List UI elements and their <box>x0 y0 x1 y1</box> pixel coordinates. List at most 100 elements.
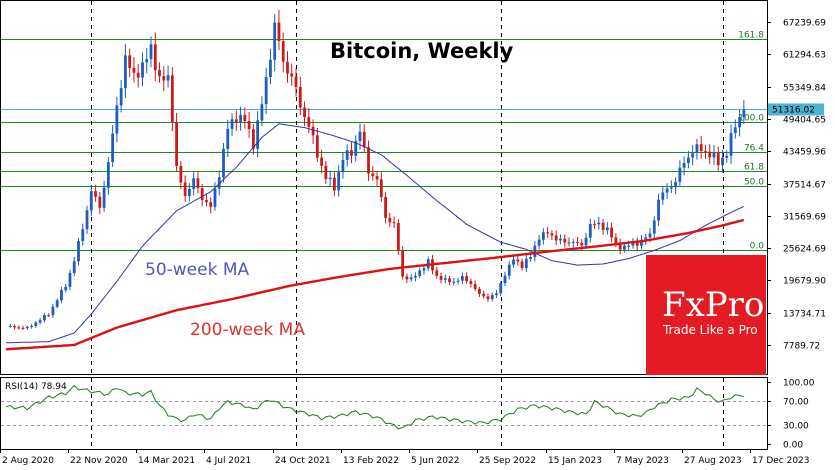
candle-body-67 <box>290 73 294 77</box>
candle-body-85 <box>367 147 370 174</box>
candle-body-105 <box>452 281 456 283</box>
candle-body-68 <box>294 76 298 88</box>
candle-body-162 <box>695 144 699 154</box>
candle-body-69 <box>298 87 302 108</box>
fib-label-61.8: 61.8 <box>744 163 764 173</box>
candle-body-128 <box>550 233 554 236</box>
x-tick-label-4: 24 Oct 2021 <box>275 456 331 466</box>
candle-body-9 <box>42 315 46 321</box>
candle-body-155 <box>665 188 669 193</box>
candle-body-91 <box>392 222 396 224</box>
plot-frame <box>0 0 768 375</box>
candle-body-54 <box>234 119 238 123</box>
candle-body-122 <box>524 258 528 269</box>
candle-body-39 <box>170 75 174 123</box>
candle-body-96 <box>414 275 417 278</box>
candle-body-10 <box>47 315 51 317</box>
candle-body-103 <box>443 278 447 280</box>
current-price-tag: 51316.02 <box>768 103 824 116</box>
y-tick-label-10: 7789.72 <box>783 342 820 352</box>
candle-body-166 <box>712 152 716 158</box>
candle-body-79 <box>341 160 345 173</box>
fib-label-76.4: 76.4 <box>744 144 764 154</box>
candle-body-41 <box>179 165 183 183</box>
candle-body-16 <box>72 261 76 274</box>
fib-label-50.0: 50.0 <box>744 178 764 188</box>
candle-body-117 <box>503 275 507 284</box>
candle-body-138 <box>593 224 596 226</box>
candle-body-127 <box>546 232 550 234</box>
candle-body-168 <box>721 157 724 166</box>
candle-body-141 <box>605 227 609 231</box>
candle-body-78 <box>337 172 341 191</box>
rsi-line <box>5 384 744 430</box>
candle-body-156 <box>669 187 673 189</box>
candle-body-40 <box>175 122 178 166</box>
candle-body-129 <box>554 235 558 241</box>
candle-body-152 <box>652 220 656 234</box>
candle-body-49 <box>213 188 217 207</box>
time-axis: 2 Aug 2020 22 Nov 2020 14 Mar 2021 4 Jul 20… <box>0 449 810 466</box>
candle-body-34 <box>149 44 153 60</box>
x-tick-label-1: 22 Nov 2020 <box>70 456 128 466</box>
candle-body-102 <box>439 275 443 280</box>
candle-body-112 <box>482 293 486 297</box>
candle-body-140 <box>601 222 605 231</box>
candle-body-82 <box>354 141 358 156</box>
candle-body-106 <box>456 280 460 282</box>
candle-body-75 <box>324 165 328 180</box>
candle-body-64 <box>277 22 281 42</box>
candle-body-57 <box>247 121 251 130</box>
candle-body-167 <box>716 152 720 166</box>
candle-body-153 <box>657 199 660 221</box>
candle-body-31 <box>136 72 140 78</box>
candle-body-42 <box>183 182 187 196</box>
candle-body-74 <box>320 157 324 166</box>
candle-body-107 <box>460 276 464 281</box>
candle-body-15 <box>68 273 72 287</box>
candle-body-3 <box>17 327 21 329</box>
candle-body-35 <box>153 44 157 71</box>
moving-averages <box>5 123 745 351</box>
candle-body-132 <box>567 242 571 244</box>
candle-body-19 <box>85 210 89 230</box>
price-axis: 67239.69 61294.63 55349.84 49404.65 43459.96… <box>767 19 826 352</box>
candle-body-170 <box>729 133 733 156</box>
candle-body-46 <box>200 188 204 201</box>
candle-body-21 <box>94 191 97 197</box>
candle-body-8 <box>38 320 42 323</box>
candle-body-30 <box>132 67 136 73</box>
candle-body-52 <box>226 128 230 149</box>
candle-body-59 <box>256 120 260 149</box>
candle-body-27 <box>119 88 123 106</box>
candle-body-23 <box>102 187 106 208</box>
fib-label-0.0: 0.0 <box>750 242 765 252</box>
candle-body-81 <box>350 150 353 156</box>
candle-body-160 <box>687 157 690 164</box>
logo-background <box>646 255 766 375</box>
candle-body-104 <box>448 278 451 283</box>
candle-body-142 <box>610 227 614 238</box>
candle-body-89 <box>384 196 387 218</box>
candle-body-56 <box>243 114 247 122</box>
candle-body-18 <box>81 229 85 242</box>
candle-body-93 <box>401 250 405 277</box>
candle-body-5 <box>25 326 29 329</box>
candle-body-73 <box>315 135 319 158</box>
candle-body-159 <box>682 163 686 168</box>
candle-body-171 <box>733 127 737 134</box>
candle-body-11 <box>51 306 55 316</box>
x-tick-label-8: 15 Jan 2023 <box>548 456 602 466</box>
candle-body-108 <box>465 276 469 282</box>
y-tick-label-4: 43459.96 <box>783 148 826 158</box>
candle-body-86 <box>371 173 375 176</box>
current-price-label: 51316.02 <box>772 106 815 116</box>
candle-body-109 <box>469 281 473 284</box>
candle-body-144 <box>618 243 622 250</box>
candle-body-51 <box>222 148 225 178</box>
x-tick-label-11: 17 Dec 2023 <box>752 456 810 466</box>
candle-body-36 <box>158 70 161 77</box>
candle-body-32 <box>141 62 144 78</box>
candle-body-147 <box>631 242 635 246</box>
